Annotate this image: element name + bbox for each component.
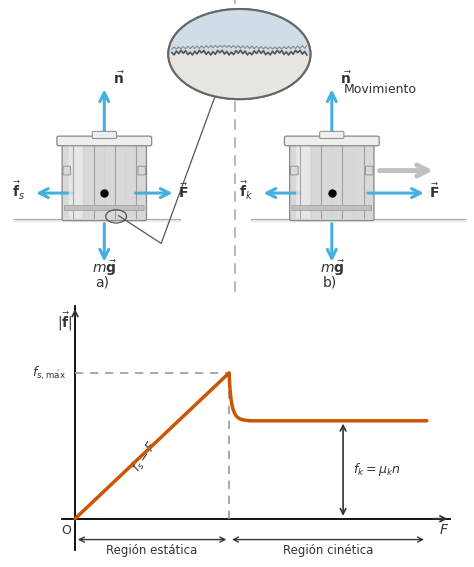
Wedge shape [168, 9, 310, 54]
Circle shape [168, 9, 310, 99]
FancyBboxPatch shape [292, 206, 372, 211]
Text: $\vec{\mathbf{n}}$: $\vec{\mathbf{n}}$ [113, 70, 125, 87]
Text: $m\vec{\mathbf{g}}$: $m\vec{\mathbf{g}}$ [92, 259, 118, 278]
FancyBboxPatch shape [365, 166, 373, 175]
FancyBboxPatch shape [57, 136, 152, 146]
Text: $F$: $F$ [438, 523, 449, 537]
Text: Región estática: Región estática [107, 544, 198, 557]
Text: $m\vec{\mathbf{g}}$: $m\vec{\mathbf{g}}$ [320, 259, 345, 278]
Text: O: O [62, 524, 72, 537]
FancyBboxPatch shape [138, 166, 146, 175]
Text: $f_s = F$: $f_s = F$ [129, 438, 161, 475]
Text: b): b) [322, 276, 337, 290]
Wedge shape [168, 54, 310, 99]
Text: $f_{s,\mathrm{m\acute{a}x}}$: $f_{s,\mathrm{m\acute{a}x}}$ [32, 364, 67, 382]
Text: $|\vec{\mathbf{f}}|$: $|\vec{\mathbf{f}}|$ [57, 310, 73, 333]
Text: $\vec{\mathbf{F}}$: $\vec{\mathbf{F}}$ [429, 182, 439, 201]
Text: Región cinética: Región cinética [283, 544, 373, 557]
Text: $f_k = \mu_k n$: $f_k = \mu_k n$ [353, 462, 401, 478]
FancyBboxPatch shape [63, 166, 71, 175]
FancyBboxPatch shape [291, 166, 298, 175]
Text: $\vec{\mathbf{f}}_k$: $\vec{\mathbf{f}}_k$ [239, 180, 254, 202]
FancyBboxPatch shape [284, 136, 379, 146]
FancyBboxPatch shape [92, 132, 117, 138]
FancyBboxPatch shape [69, 145, 83, 218]
FancyBboxPatch shape [296, 145, 310, 218]
Wedge shape [168, 9, 310, 54]
Text: Movimiento: Movimiento [344, 83, 417, 96]
FancyBboxPatch shape [64, 206, 144, 211]
Text: $\vec{\mathbf{n}}$: $\vec{\mathbf{n}}$ [340, 70, 352, 87]
Text: $\vec{\mathbf{F}}$: $\vec{\mathbf{F}}$ [178, 182, 188, 201]
FancyBboxPatch shape [290, 143, 374, 221]
Text: $\vec{\mathbf{f}}_s$: $\vec{\mathbf{f}}_s$ [12, 180, 25, 202]
FancyBboxPatch shape [319, 132, 344, 138]
Text: a): a) [95, 276, 109, 290]
FancyBboxPatch shape [62, 143, 146, 221]
